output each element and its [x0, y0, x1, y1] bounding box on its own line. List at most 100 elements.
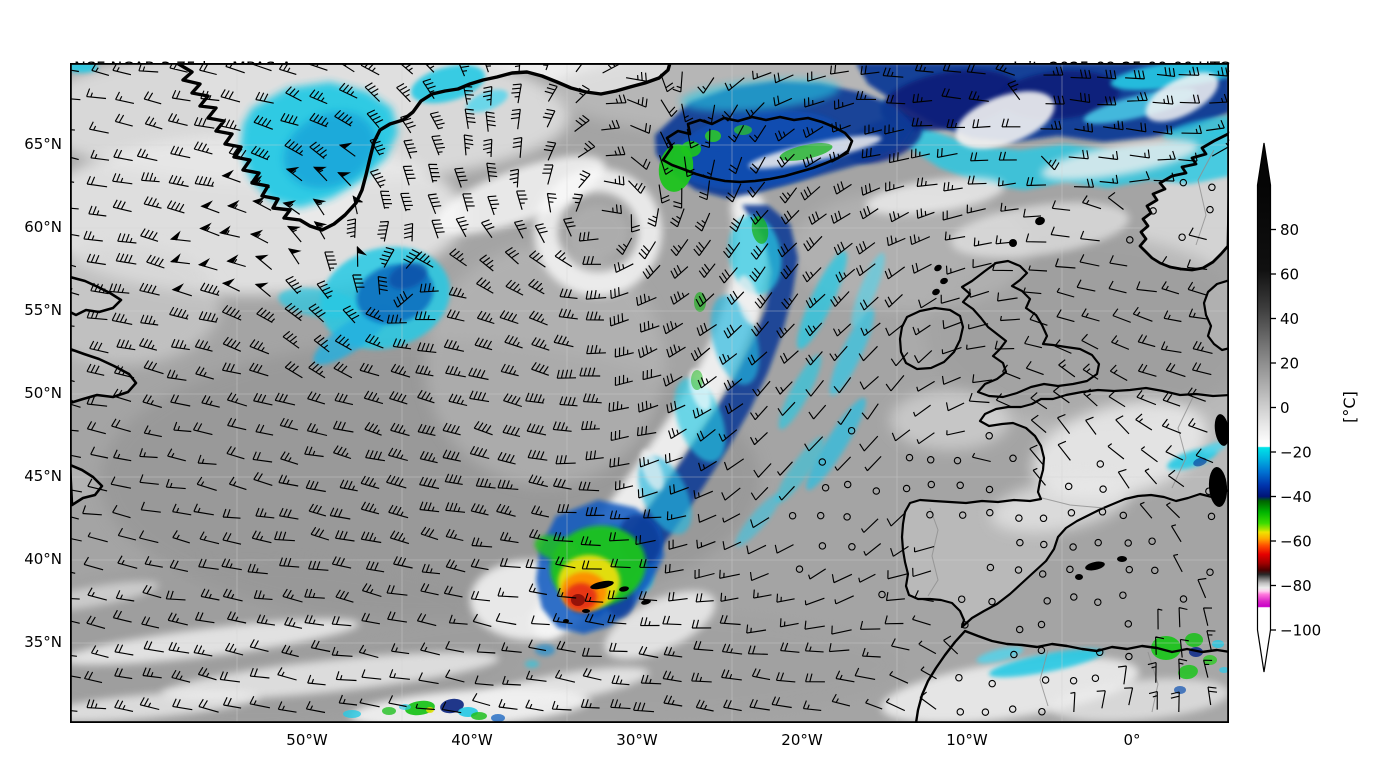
island [934, 264, 942, 272]
cold-cloud-shape [491, 714, 505, 722]
colorbar-tick-label: 40 [1280, 310, 1299, 328]
coastline-greenland [175, 63, 672, 232]
island [1214, 414, 1229, 446]
coastline-layer [70, 63, 1229, 723]
colorbar-tick-label: 60 [1280, 266, 1299, 284]
cloud-shading-shape [950, 202, 1130, 258]
cloud-shading-shape [70, 581, 159, 613]
country-border [1171, 396, 1194, 489]
colorbar-tick-label: 20 [1280, 355, 1299, 373]
island [1035, 216, 1045, 226]
landmass-labrador-newfoundland [70, 277, 136, 505]
cold-cloud-shape [1202, 441, 1226, 455]
graticule-lines [70, 63, 1229, 723]
x-axis: 50°W 40°W 30°W 20°W 10°W 0° [70, 731, 1270, 761]
country-border [927, 507, 939, 597]
colorbar-unit-label: [°C] [1340, 391, 1359, 423]
y-axis-tick-label: 50°N [24, 384, 62, 402]
cloud-shading-shape [160, 652, 500, 700]
colorbar-tick-label: 0 [1280, 399, 1290, 417]
cold-cloud-shape [1151, 636, 1181, 660]
y-axis-tick-label: 40°N [24, 550, 62, 568]
y-axis-tick-label: 55°N [24, 301, 62, 319]
cold-cloud-shape [705, 130, 721, 142]
cold-cloud-shape [728, 215, 782, 295]
island [1075, 574, 1083, 580]
cold-cloud-shape [1145, 72, 1219, 122]
coastline-north-africa [914, 629, 1229, 723]
cold-cloud-shape [851, 252, 885, 328]
island [1009, 239, 1017, 247]
cold-cloud-shape [775, 436, 825, 504]
y-axis: 65°N 60°N 55°N 50°N 45°N 40°N 35°N [0, 0, 62, 770]
x-axis-tick-label: 20°W [781, 731, 823, 749]
cloud-shading-shape [790, 190, 1030, 310]
y-axis-tick-label: 35°N [24, 633, 62, 651]
cold-cloud-shape [1219, 667, 1229, 673]
colorbar-tick-label: −60 [1280, 533, 1312, 551]
island [1208, 467, 1228, 507]
cold-cloud-shape [735, 493, 781, 547]
cold-cloud-shape [278, 287, 362, 319]
cold-cloud-shape [313, 307, 391, 365]
cold-cloud-shape [640, 449, 664, 491]
cold-cloud-shape [1193, 457, 1207, 467]
cold-cloud-shape [955, 91, 1055, 149]
cold-cloud-shape [283, 111, 377, 189]
y-axis-tick-label: 65°N [24, 135, 62, 153]
cloud-shading-shape [990, 477, 1130, 533]
cloud-shading-shape [881, 656, 1139, 723]
island [1085, 561, 1105, 571]
coastline-france-iberia [900, 386, 1229, 629]
cold-cloud-shape [466, 89, 508, 113]
cold-cloud-shape [797, 250, 847, 350]
colorbar-tick-label: −40 [1280, 488, 1312, 506]
cold-cloud-shape [778, 354, 822, 430]
cold-cloud-shape [680, 78, 840, 112]
cold-cloud-shape [736, 275, 760, 325]
colorbar-bar [1256, 142, 1272, 673]
cold-cloud-shape [70, 63, 98, 73]
colorbar-tick-label: −100 [1280, 622, 1321, 640]
cold-cloud-shape [674, 377, 726, 463]
x-axis-tick-label: 50°W [286, 731, 328, 749]
island [940, 277, 948, 285]
coastline-denmark [1202, 279, 1229, 352]
graticule-layer [70, 63, 1229, 723]
cloud-shading-shape [425, 245, 665, 485]
calm-wind-circles [788, 178, 1216, 716]
coastline-great-britain [960, 259, 1101, 399]
colorbar-tick-label: 80 [1280, 221, 1299, 239]
cold-cloud-shape [806, 397, 866, 491]
cold-cloud-shape [829, 308, 875, 396]
cloud-shading-shape [1032, 400, 1208, 500]
colorbar-tick-label: −80 [1280, 577, 1312, 595]
island [619, 586, 629, 592]
map-canvas [70, 63, 1229, 723]
map-frame [70, 63, 1229, 723]
cold-cloud-shape [976, 646, 1024, 664]
y-axis-tick-label: 60°N [24, 218, 62, 236]
island [582, 609, 590, 613]
cold-cloud-shape [658, 144, 694, 192]
cloud-shading-shape [70, 245, 220, 365]
cold-cloud-shape [1212, 640, 1224, 648]
cold-cloud-shape [471, 712, 487, 720]
island [1117, 556, 1127, 562]
cold-cloud-shape [426, 707, 434, 713]
cloud-shading-shape [471, 667, 649, 709]
x-axis-tick-label: 0° [1123, 731, 1141, 749]
x-axis-tick-label: 30°W [616, 731, 658, 749]
cold-cloud-shape [694, 292, 706, 312]
coastline-ireland [898, 306, 965, 371]
colorbar-tick-label: −20 [1280, 444, 1312, 462]
country-border [1041, 497, 1105, 509]
cloud-shading-shape [568, 206, 628, 258]
island [641, 599, 651, 605]
cold-cloud-layer [70, 63, 1229, 722]
map-panel [70, 63, 1229, 723]
country-border [1195, 149, 1215, 246]
cold-cloud-shape [989, 648, 1103, 678]
country-border [1039, 649, 1049, 707]
